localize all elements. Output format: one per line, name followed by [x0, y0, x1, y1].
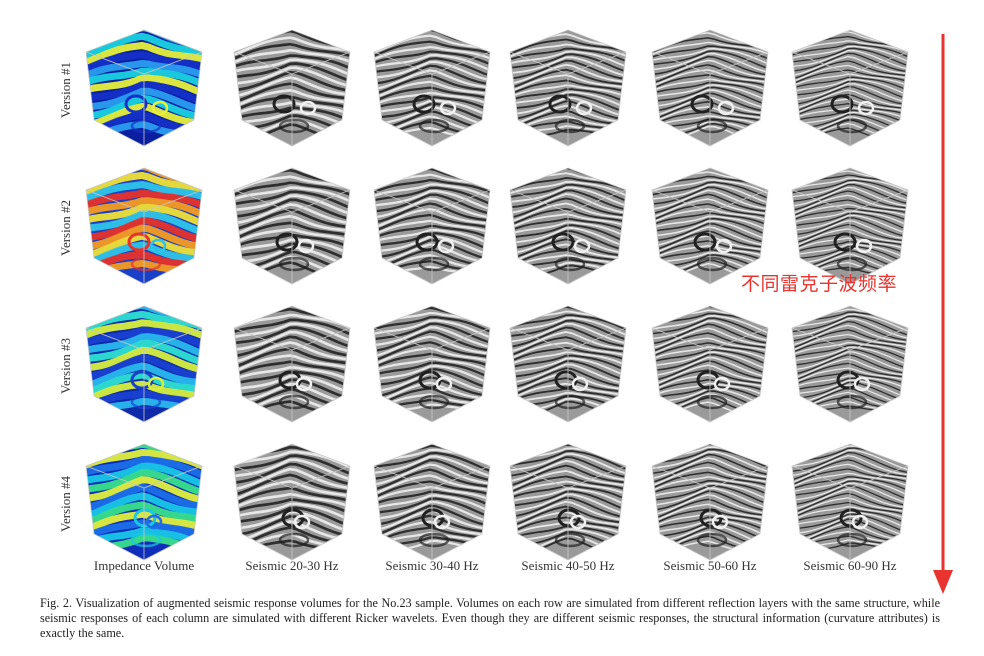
volume-cube-r4-c6 [788, 442, 912, 562]
volume-cube-r1-c5 [648, 28, 772, 148]
volume-cube-r1-c1 [82, 28, 206, 148]
volume-cube-r2-c5 [648, 166, 772, 286]
col-label-seismic-30-40: Seismic 30-40 Hz [385, 558, 479, 573]
volume-cube-r3-c5 [648, 304, 772, 424]
volume-cube-r2-c2 [230, 166, 354, 286]
volume-cube-r3-c6 [788, 304, 912, 424]
volume-cube-r1-c6 [788, 28, 912, 148]
volume-cube-r3-c1 [82, 304, 206, 424]
col-label-seismic-20-30: Seismic 20-30 Hz [245, 558, 339, 573]
volume-cube-r1-c4 [506, 28, 630, 148]
figure-caption: Fig. 2. Visualization of augmented seism… [40, 596, 940, 640]
frequency-annotation: 不同雷克子波频率 [741, 273, 898, 295]
row-label-1: Version #1 [58, 62, 73, 118]
volume-cube-r1-c3 [370, 28, 494, 148]
volume-cube-r3-c4 [506, 304, 630, 424]
volume-cube-r1-c2 [230, 28, 354, 148]
volume-cube-r2-c3 [370, 166, 494, 286]
volume-cube-r3-c3 [370, 304, 494, 424]
col-label-seismic-40-50: Seismic 40-50 Hz [521, 558, 615, 573]
row-label-3: Version #3 [58, 338, 73, 394]
volume-cube-r4-c1 [82, 442, 206, 562]
down-arrow-icon [932, 30, 954, 596]
volume-cube-r4-c5 [648, 442, 772, 562]
volume-cube-r4-c3 [370, 442, 494, 562]
row-label-2: Version #2 [58, 200, 73, 256]
col-label-seismic-50-60: Seismic 50-60 Hz [663, 558, 757, 573]
row-label-4: Version #4 [58, 476, 73, 532]
col-label-impedance: Impedance Volume [93, 558, 195, 573]
volume-cube-r2-c6 [788, 166, 912, 286]
figure-grid: Version #1 Version #2 Version #3 Version… [58, 28, 912, 573]
volume-cube-r2-c1 [82, 166, 206, 286]
volume-cube-r4-c2 [230, 442, 354, 562]
volume-cube-r4-c4 [506, 442, 630, 562]
volume-cube-r2-c4 [506, 166, 630, 286]
col-label-seismic-60-90: Seismic 60-90 Hz [803, 558, 897, 573]
volume-cube-r3-c2 [230, 304, 354, 424]
